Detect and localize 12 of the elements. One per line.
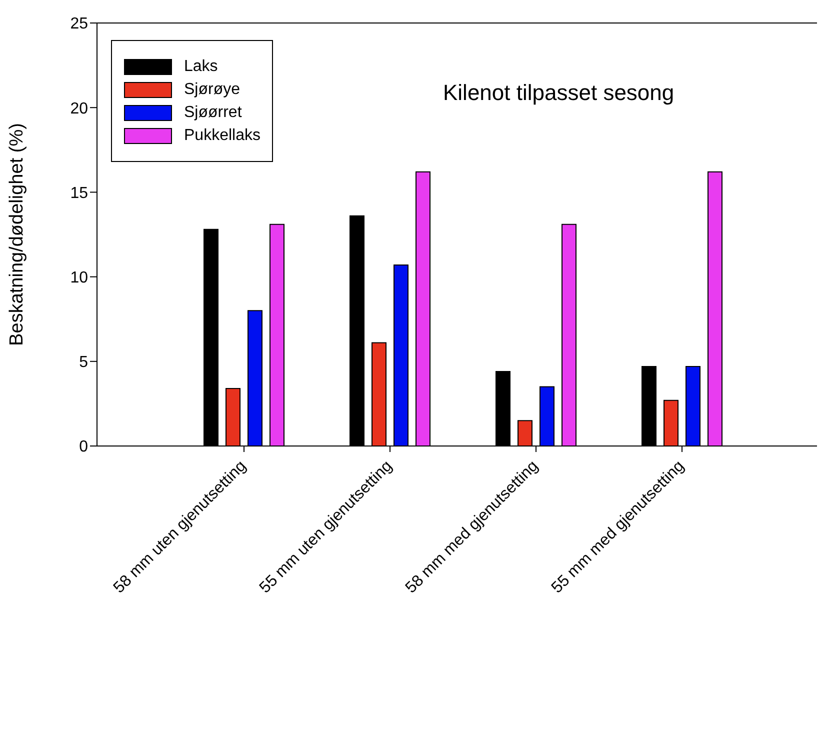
y-tick-label: 0: [79, 438, 88, 456]
legend-label: Sjørøye: [184, 80, 240, 98]
legend-label: Sjøørret: [184, 104, 242, 122]
text: Kilenot tilpasset sesong: [443, 80, 674, 106]
y-tick-label: 10: [70, 269, 88, 286]
legend-label: Pukkellaks: [184, 126, 260, 144]
y-tick-label: 25: [70, 16, 88, 33]
y-tick-label: 15: [70, 184, 88, 202]
y-tick-label: 5: [79, 354, 88, 372]
legend-label: Laks: [184, 58, 218, 76]
y-tick-label: 20: [70, 100, 88, 118]
y-axis-title: Beskatning/dødelighet (%): [6, 123, 28, 346]
